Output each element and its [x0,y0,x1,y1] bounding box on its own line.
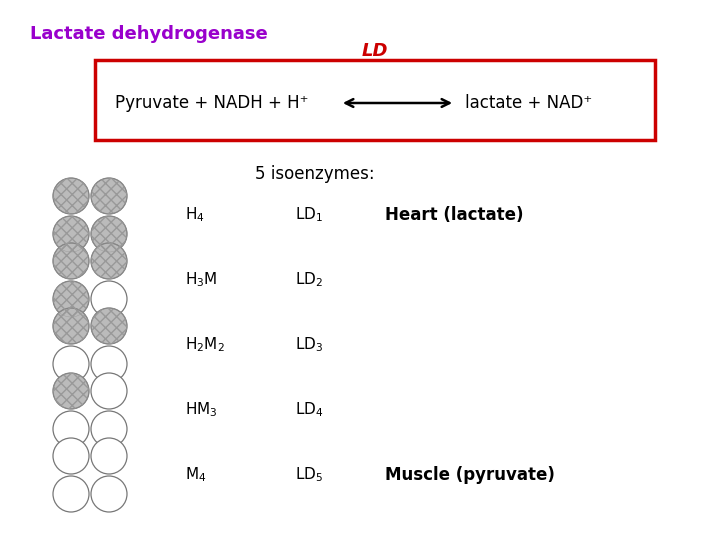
Circle shape [91,438,127,474]
Circle shape [53,216,89,252]
Text: H$_4$: H$_4$ [185,206,204,224]
Circle shape [53,308,89,344]
Circle shape [53,346,89,382]
Text: Muscle (pyruvate): Muscle (pyruvate) [385,466,555,484]
Circle shape [53,411,89,447]
Text: lactate + NAD⁺: lactate + NAD⁺ [465,94,593,112]
Circle shape [53,476,89,512]
Text: H$_3$M: H$_3$M [185,271,217,289]
Text: Pyruvate + NADH + H⁺: Pyruvate + NADH + H⁺ [115,94,308,112]
Circle shape [91,476,127,512]
Circle shape [53,281,89,317]
FancyBboxPatch shape [95,60,655,140]
Text: LD$_2$: LD$_2$ [295,271,323,289]
Text: HM$_3$: HM$_3$ [185,401,217,420]
Text: 5 isoenzymes:: 5 isoenzymes: [255,165,374,183]
Circle shape [91,373,127,409]
Text: LD: LD [361,42,388,60]
Circle shape [53,438,89,474]
Circle shape [91,281,127,317]
Text: LD$_4$: LD$_4$ [295,401,323,420]
Text: Heart (lactate): Heart (lactate) [385,206,523,224]
Circle shape [91,243,127,279]
Circle shape [91,178,127,214]
Text: M$_4$: M$_4$ [185,465,207,484]
Circle shape [53,373,89,409]
Circle shape [53,178,89,214]
Circle shape [91,411,127,447]
Circle shape [91,346,127,382]
Text: LD$_1$: LD$_1$ [295,206,323,224]
Circle shape [91,308,127,344]
Text: H$_2$M$_2$: H$_2$M$_2$ [185,336,225,354]
Circle shape [91,216,127,252]
Text: LD$_5$: LD$_5$ [295,465,323,484]
Text: Lactate dehydrogenase: Lactate dehydrogenase [30,25,268,43]
Circle shape [53,243,89,279]
Text: LD$_3$: LD$_3$ [295,336,323,354]
